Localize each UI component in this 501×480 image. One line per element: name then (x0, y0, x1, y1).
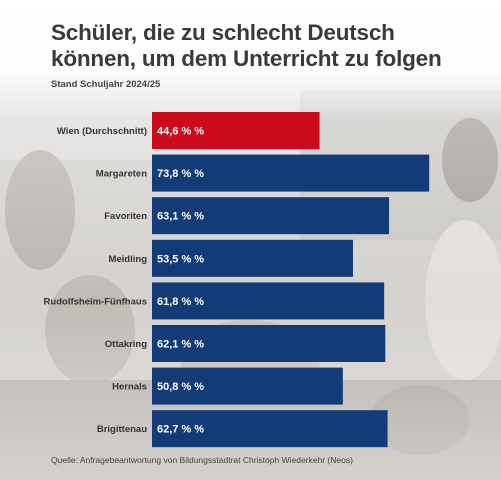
category-label-rudolfsheim-fünfhaus: Rudolfsheim-Fünfhaus (44, 296, 147, 307)
source-note: Quelle: Anfragebeantwortung von Bildungs… (51, 455, 353, 465)
value-label-rudolfsheim-fünfhaus: 61,8 % % (157, 296, 204, 308)
category-label-ottakring: Ottakring (105, 339, 147, 350)
category-label-margareten: Margareten (96, 169, 147, 180)
value-label-favoriten: 63,1 % % (157, 211, 204, 223)
category-label-brigittenau: Brigittenau (97, 424, 147, 435)
bar-margareten (152, 154, 430, 192)
chart-subtitle: Stand Schuljahr 2024/25 (51, 79, 161, 90)
bar-hernals (152, 367, 343, 405)
bar-ottakring (152, 325, 386, 362)
category-label-wien-durchschnitt: Wien (Durchschnitt) (57, 126, 147, 137)
value-label-hernals: 50,8 % % (157, 381, 204, 393)
value-label-margareten: 73,8 % % (157, 168, 204, 180)
bar-favoriten (152, 197, 390, 235)
chart-title-line-1: Schüler, die zu schlecht Deutsch (51, 20, 395, 45)
bar-meidling (152, 239, 353, 277)
chart-title: Schüler, die zu schlecht Deutsch können,… (51, 20, 491, 72)
value-label-wien-durchschnitt: 44,6 % % (157, 126, 204, 138)
value-label-brigittenau: 62,7 % % (157, 424, 204, 436)
bar-wien-durchschnitt (152, 112, 320, 149)
bar-brigittenau (152, 410, 388, 448)
category-label-hernals: Hernals (112, 382, 147, 393)
category-label-favoriten: Favoriten (104, 211, 147, 222)
value-label-ottakring: 62,1 % % (157, 339, 204, 351)
chart-title-line-2: können, um dem Unterricht zu folgen (51, 46, 442, 71)
bar-rudolfsheim-fünfhaus (152, 282, 385, 320)
value-label-meidling: 53,5 % % (157, 253, 204, 265)
category-label-meidling: Meidling (108, 254, 147, 265)
